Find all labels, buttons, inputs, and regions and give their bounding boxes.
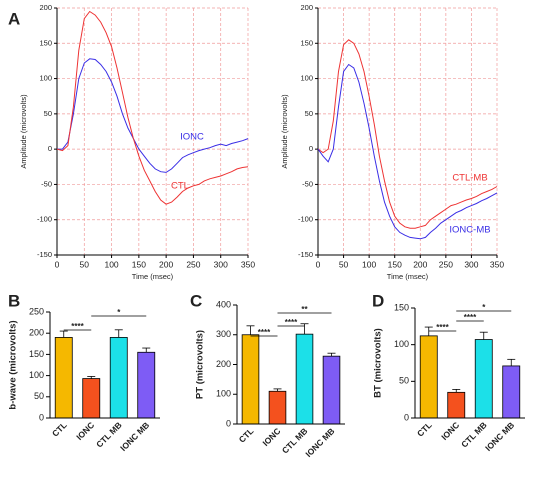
x-tick-label: IONC MB [483, 420, 516, 453]
y-tick-label: 200 [216, 359, 231, 369]
y-tick-label: 250 [29, 306, 44, 316]
x-tick-label: 150 [388, 259, 402, 269]
series-label: IONC-MB [449, 225, 490, 236]
y-tick-label: 0 [39, 412, 44, 422]
x-axis-label: Time (msec) [132, 272, 174, 281]
x-axis-label: Time (msec) [387, 272, 429, 281]
bar [447, 391, 466, 419]
x-tick-label: CTL [415, 420, 434, 439]
bar [268, 390, 287, 425]
bar [419, 335, 438, 419]
bar [109, 337, 128, 419]
y-tick-label: 150 [394, 302, 409, 312]
x-tick-label: 50 [339, 259, 349, 269]
significance-label: **** [71, 322, 84, 331]
y-axis-label: BT (microvolts) [373, 328, 384, 398]
y-tick-label: -150 [298, 250, 313, 259]
y-axis-label: Amplitude (microvolts) [280, 94, 289, 169]
y-tick-label: 150 [39, 38, 52, 47]
panel-label: B [8, 291, 20, 310]
bar [54, 337, 73, 419]
x-tick-label: 100 [104, 259, 118, 269]
y-tick-label: 100 [39, 74, 52, 83]
y-axis-label: PT (microvolts) [195, 330, 206, 399]
series-label: CTL [171, 181, 189, 192]
y-tick-label: 100 [29, 370, 44, 380]
x-tick-label: IONC [439, 420, 461, 442]
y-tick-label: 0 [309, 144, 313, 153]
x-tick-label: 350 [490, 259, 504, 269]
bar [322, 355, 341, 425]
x-tick-label: 300 [214, 259, 228, 269]
significance-label: **** [258, 328, 271, 337]
x-tick-label: CTL [50, 420, 69, 439]
line [57, 58, 249, 173]
y-tick-label: -100 [37, 215, 52, 224]
significance-label: * [117, 308, 121, 317]
y-tick-label: 50 [44, 109, 52, 118]
x-tick-label: 0 [55, 259, 60, 269]
line [317, 39, 498, 229]
y-axis-label: Amplitude (microvolts) [19, 94, 28, 169]
y-tick-label: 200 [29, 328, 44, 338]
y-tick-label: 0 [404, 412, 409, 422]
panel-label: D [372, 291, 384, 310]
x-tick-label: 50 [80, 259, 90, 269]
y-tick-label: -50 [302, 179, 313, 188]
significance-label: **** [285, 318, 298, 327]
x-tick-label: 0 [316, 259, 321, 269]
y-tick-label: 50 [34, 391, 44, 401]
y-tick-label: 100 [394, 339, 409, 349]
line [56, 10, 249, 205]
bar [241, 334, 260, 425]
x-tick-label: IONC [74, 420, 96, 442]
panel-label: C [190, 291, 202, 310]
bar [474, 339, 493, 419]
significance-label: **** [436, 323, 449, 332]
y-tick-label: 50 [399, 376, 409, 386]
y-tick-label: 0 [48, 144, 52, 153]
y-tick-label: 50 [305, 109, 313, 118]
x-tick-label: 200 [159, 259, 173, 269]
bar [295, 333, 314, 425]
x-tick-label: 350 [241, 259, 255, 269]
series-label: CTL-MB [452, 173, 487, 184]
y-axis-label: b-wave (microvolts) [8, 320, 19, 409]
x-tick-label: 100 [362, 259, 376, 269]
x-tick-label: 250 [186, 259, 200, 269]
panel-label: A [8, 9, 20, 28]
y-tick-label: 0 [226, 418, 231, 428]
y-tick-label: 200 [39, 3, 52, 12]
y-tick-label: 150 [29, 349, 44, 359]
x-tick-label: IONC MB [118, 420, 151, 453]
series-label: IONC [180, 132, 204, 143]
y-tick-label: -150 [37, 250, 52, 259]
y-tick-label: 200 [300, 3, 313, 12]
bar [82, 378, 101, 419]
bar [502, 365, 521, 419]
y-tick-label: 100 [216, 389, 231, 399]
x-tick-label: 300 [464, 259, 478, 269]
y-tick-label: -50 [41, 179, 52, 188]
x-tick-label: 200 [413, 259, 427, 269]
x-tick-label: CTL [237, 426, 256, 445]
x-tick-label: 150 [132, 259, 146, 269]
y-tick-label: 300 [216, 329, 231, 339]
y-tick-label: 150 [300, 38, 313, 47]
significance-label: * [482, 303, 486, 312]
y-tick-label: 400 [216, 299, 231, 309]
x-tick-label: IONC MB [303, 426, 336, 459]
line [317, 63, 498, 240]
x-tick-label: IONC [260, 426, 282, 448]
x-tick-label: 250 [439, 259, 453, 269]
y-tick-label: -100 [298, 215, 313, 224]
significance-label: ** [301, 305, 308, 314]
significance-label: **** [464, 313, 477, 322]
bar [137, 351, 156, 419]
y-tick-label: 100 [300, 74, 313, 83]
